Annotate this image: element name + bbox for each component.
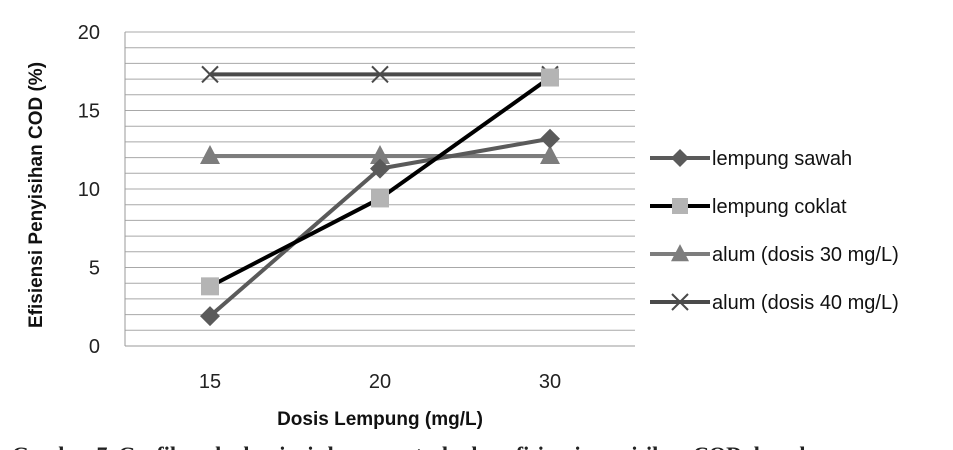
data-point — [371, 189, 389, 208]
legend-marker — [671, 244, 689, 262]
data-point — [201, 65, 219, 84]
x-tick-labels: 15 20 30 — [199, 371, 561, 393]
legend-item: lempung sawah — [650, 148, 852, 170]
y-tick-label: 20 — [78, 22, 100, 44]
legend-label: alum (dosis 30 mg/L) — [712, 244, 899, 266]
data-point — [370, 145, 390, 165]
legend-marker — [672, 198, 688, 214]
legend-label: lempung sawah — [712, 148, 852, 170]
data-point — [200, 145, 220, 165]
data-point — [201, 277, 219, 296]
series-group — [200, 65, 560, 327]
data-point — [370, 158, 390, 179]
series-markers-1 — [201, 68, 559, 296]
x-tick-label: 15 — [199, 371, 221, 393]
legend-item: lempung coklat — [650, 196, 847, 218]
data-point — [540, 128, 560, 149]
y-tick-labels: 0 5 10 15 20 — [78, 22, 100, 358]
y-tick-label: 15 — [78, 101, 100, 123]
figure-caption: Gambar 7. Grafik … kedua jenis lempung t… — [12, 442, 836, 450]
series-markers-2 — [200, 145, 560, 165]
series-1 — [209, 75, 552, 289]
legend-label: alum (dosis 40 mg/L) — [712, 292, 899, 314]
y-tick-label: 5 — [89, 258, 100, 280]
legend: lempung sawah lempung coklat alum (dosis 3… — [650, 148, 899, 314]
legend-item: alum (dosis 30 mg/L) — [650, 244, 899, 266]
x-tick-label: 20 — [369, 371, 391, 393]
series-line — [209, 75, 552, 289]
x-tick-label: 30 — [539, 371, 561, 393]
legend-marker — [671, 293, 689, 311]
y-tick-label: 10 — [78, 179, 100, 201]
axes — [124, 32, 635, 347]
x-axis-title: Dosis Lempung (mg/L) — [277, 409, 483, 430]
y-axis-title: Efisiensi Penyisihan COD (%) — [26, 62, 47, 328]
series-markers-0 — [200, 128, 560, 327]
data-point — [200, 306, 220, 327]
y-tick-label: 0 — [89, 336, 100, 358]
legend-item: alum (dosis 40 mg/L) — [650, 292, 899, 314]
legend-label: lempung coklat — [712, 196, 847, 218]
data-point — [371, 65, 389, 84]
data-point — [540, 145, 560, 165]
legend-marker — [671, 149, 689, 167]
data-point — [541, 68, 559, 87]
